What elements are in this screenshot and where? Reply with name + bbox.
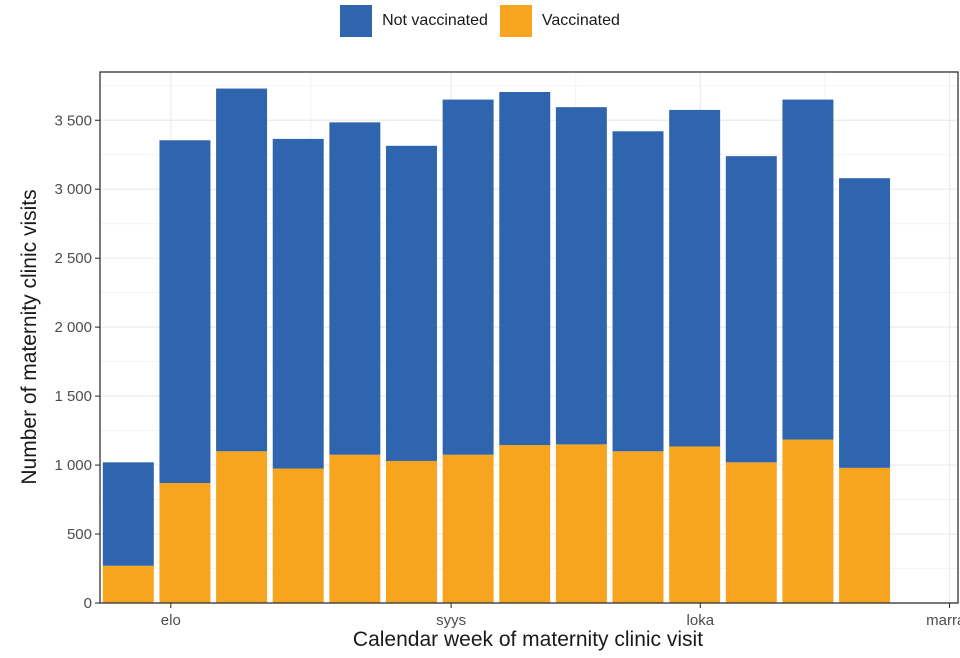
bar-vaccinated-7 xyxy=(442,454,494,603)
y-tick-label: 500 xyxy=(67,526,92,543)
x-tick-label-elo: elo xyxy=(161,612,181,629)
legend: Not vaccinated Vaccinated xyxy=(0,4,960,38)
bar-not-vaccinated-14 xyxy=(839,178,891,468)
y-tick-label: 3 000 xyxy=(54,181,92,198)
bar-not-vaccinated-1 xyxy=(102,462,154,566)
legend-key-not-vaccinated xyxy=(340,5,373,37)
y-tick-label: 0 xyxy=(84,595,92,612)
bar-vaccinated-14 xyxy=(839,467,891,603)
bar-not-vaccinated-10 xyxy=(612,131,664,452)
bar-not-vaccinated-4 xyxy=(272,138,324,469)
legend-item-vaccinated: Vaccinated xyxy=(499,5,620,37)
y-tick-label: 3 500 xyxy=(54,112,92,129)
y-tick-label: 1 500 xyxy=(54,388,92,405)
bar-not-vaccinated-6 xyxy=(386,145,437,461)
bar-not-vaccinated-12 xyxy=(725,156,777,463)
bar-vaccinated-6 xyxy=(386,460,437,603)
x-tick-label-syys: syys xyxy=(436,612,466,629)
bar-not-vaccinated-11 xyxy=(669,109,721,447)
bar-vaccinated-9 xyxy=(555,444,607,603)
x-tick-label-marras: marras xyxy=(926,612,960,629)
bar-vaccinated-5 xyxy=(329,454,381,603)
bar-vaccinated-1 xyxy=(102,565,154,603)
y-axis-title: Number of maternity clinic visits xyxy=(18,189,41,485)
y-tick-label: 2 500 xyxy=(54,250,92,267)
bar-vaccinated-11 xyxy=(669,446,721,603)
y-tick-label: 1 000 xyxy=(54,457,92,474)
legend-label-vaccinated: Vaccinated xyxy=(541,12,620,29)
bar-vaccinated-4 xyxy=(272,468,324,603)
bar-vaccinated-3 xyxy=(216,451,268,603)
bar-vaccinated-10 xyxy=(612,451,664,603)
bar-not-vaccinated-2 xyxy=(159,140,211,484)
legend-label-not-vaccinated: Not vaccinated xyxy=(382,12,488,29)
legend-item-not-vaccinated: Not vaccinated xyxy=(340,5,488,37)
bar-not-vaccinated-8 xyxy=(499,91,551,446)
bar-not-vaccinated-3 xyxy=(216,88,268,452)
bar-vaccinated-8 xyxy=(499,445,551,603)
y-tick-label: 2 000 xyxy=(54,319,92,336)
bar-vaccinated-13 xyxy=(782,439,834,603)
bar-not-vaccinated-5 xyxy=(329,122,381,455)
bar-not-vaccinated-7 xyxy=(442,99,494,455)
bar-vaccinated-12 xyxy=(725,462,777,603)
legend-key-vaccinated xyxy=(499,5,532,37)
bar-vaccinated-2 xyxy=(159,483,211,603)
bar-not-vaccinated-13 xyxy=(782,99,834,440)
x-tick-label-loka: loka xyxy=(687,612,715,629)
bar-not-vaccinated-9 xyxy=(555,107,607,445)
x-axis-title: Calendar week of maternity clinic visit xyxy=(352,628,704,651)
panel-border xyxy=(99,71,959,604)
